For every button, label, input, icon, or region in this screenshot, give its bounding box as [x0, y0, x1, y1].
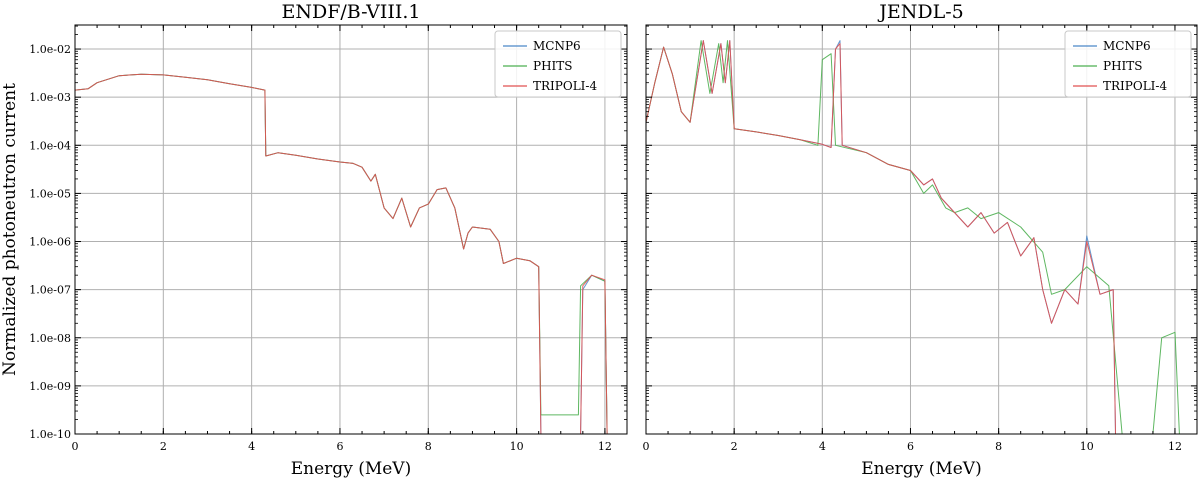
x-tick-label: 4 — [819, 440, 826, 453]
x-tick-label: 0 — [643, 440, 650, 453]
legend-label-mcnp6: MCNP6 — [533, 39, 581, 53]
legend-label-phits: PHITS — [1103, 59, 1143, 73]
x-tick-label: 10 — [1080, 440, 1094, 453]
y-tick-label: 1.0e-03 — [29, 91, 71, 104]
x-tick-label: 8 — [425, 440, 432, 453]
series-line-phits — [646, 40, 1180, 434]
x-tick-label: 8 — [995, 440, 1002, 453]
chart-title-jendl: JENDL-5 — [877, 1, 963, 23]
legend-label-tripoli-4: TRIPOLI-4 — [533, 79, 597, 93]
x-tick-label: 6 — [907, 440, 914, 453]
x-tick-label: 12 — [598, 440, 612, 453]
panel-jendl: 0 2 4 6 8 10 12 JENDL-5 Energy (MeV) MCNP6 PHIT… — [643, 1, 1198, 479]
legend-label-tripoli-4: TRIPOLI-4 — [1103, 79, 1167, 93]
x-tick-label: 6 — [336, 440, 343, 453]
y-tick-label: 1.0e-09 — [29, 380, 71, 393]
x-axis-label-endf: Energy (MeV) — [291, 459, 411, 479]
x-tick-label: 10 — [510, 440, 524, 453]
x-tick-label: 2 — [731, 440, 738, 453]
series-line-phits — [75, 73, 608, 434]
legend-jendl: MCNP6 PHITS TRIPOLI-4 — [1064, 30, 1192, 98]
legend-label-mcnp6: MCNP6 — [1103, 39, 1151, 53]
y-tick-label: 1.0e-05 — [29, 187, 71, 200]
series-line-mcnp6 — [75, 73, 608, 434]
series-line-tripoli-4 — [75, 73, 608, 434]
x-tick-label: 4 — [248, 440, 255, 453]
legend-box — [494, 30, 622, 98]
x-axis-label-jendl: Energy (MeV) — [861, 459, 981, 479]
y-tick-label: 1.0e-10 — [29, 428, 71, 441]
x-tick-label: 0 — [72, 440, 79, 453]
series-line-tripoli-4 — [646, 40, 1116, 434]
y-tick-label: 1.0e-07 — [29, 284, 71, 297]
series-line-mcnp6 — [646, 40, 1116, 434]
chart-title-endf: ENDF/B-VIII.1 — [281, 1, 420, 23]
y-axis-label: Normalized photoneutron current — [0, 83, 20, 376]
plot-frame-jendl — [645, 24, 1198, 435]
y-tick-label: 1.0e-04 — [29, 139, 71, 152]
x-tick-label: 2 — [160, 440, 167, 453]
panel-endf: 0 2 4 6 8 10 12 1.0e-10 1.0e-09 1.0e-08 1.0e-07 1.0… — [0, 1, 628, 479]
y-tick-label: 1.0e-08 — [29, 332, 71, 345]
legend-endf: MCNP6 PHITS TRIPOLI-4 — [494, 30, 622, 98]
plot-frame-endf — [74, 24, 628, 435]
legend-box — [1064, 30, 1192, 98]
legend-label-phits: PHITS — [533, 59, 573, 73]
x-tick-label: 12 — [1168, 440, 1182, 453]
y-tick-label: 1.0e-02 — [29, 43, 71, 56]
y-tick-label: 1.0e-06 — [29, 236, 71, 249]
